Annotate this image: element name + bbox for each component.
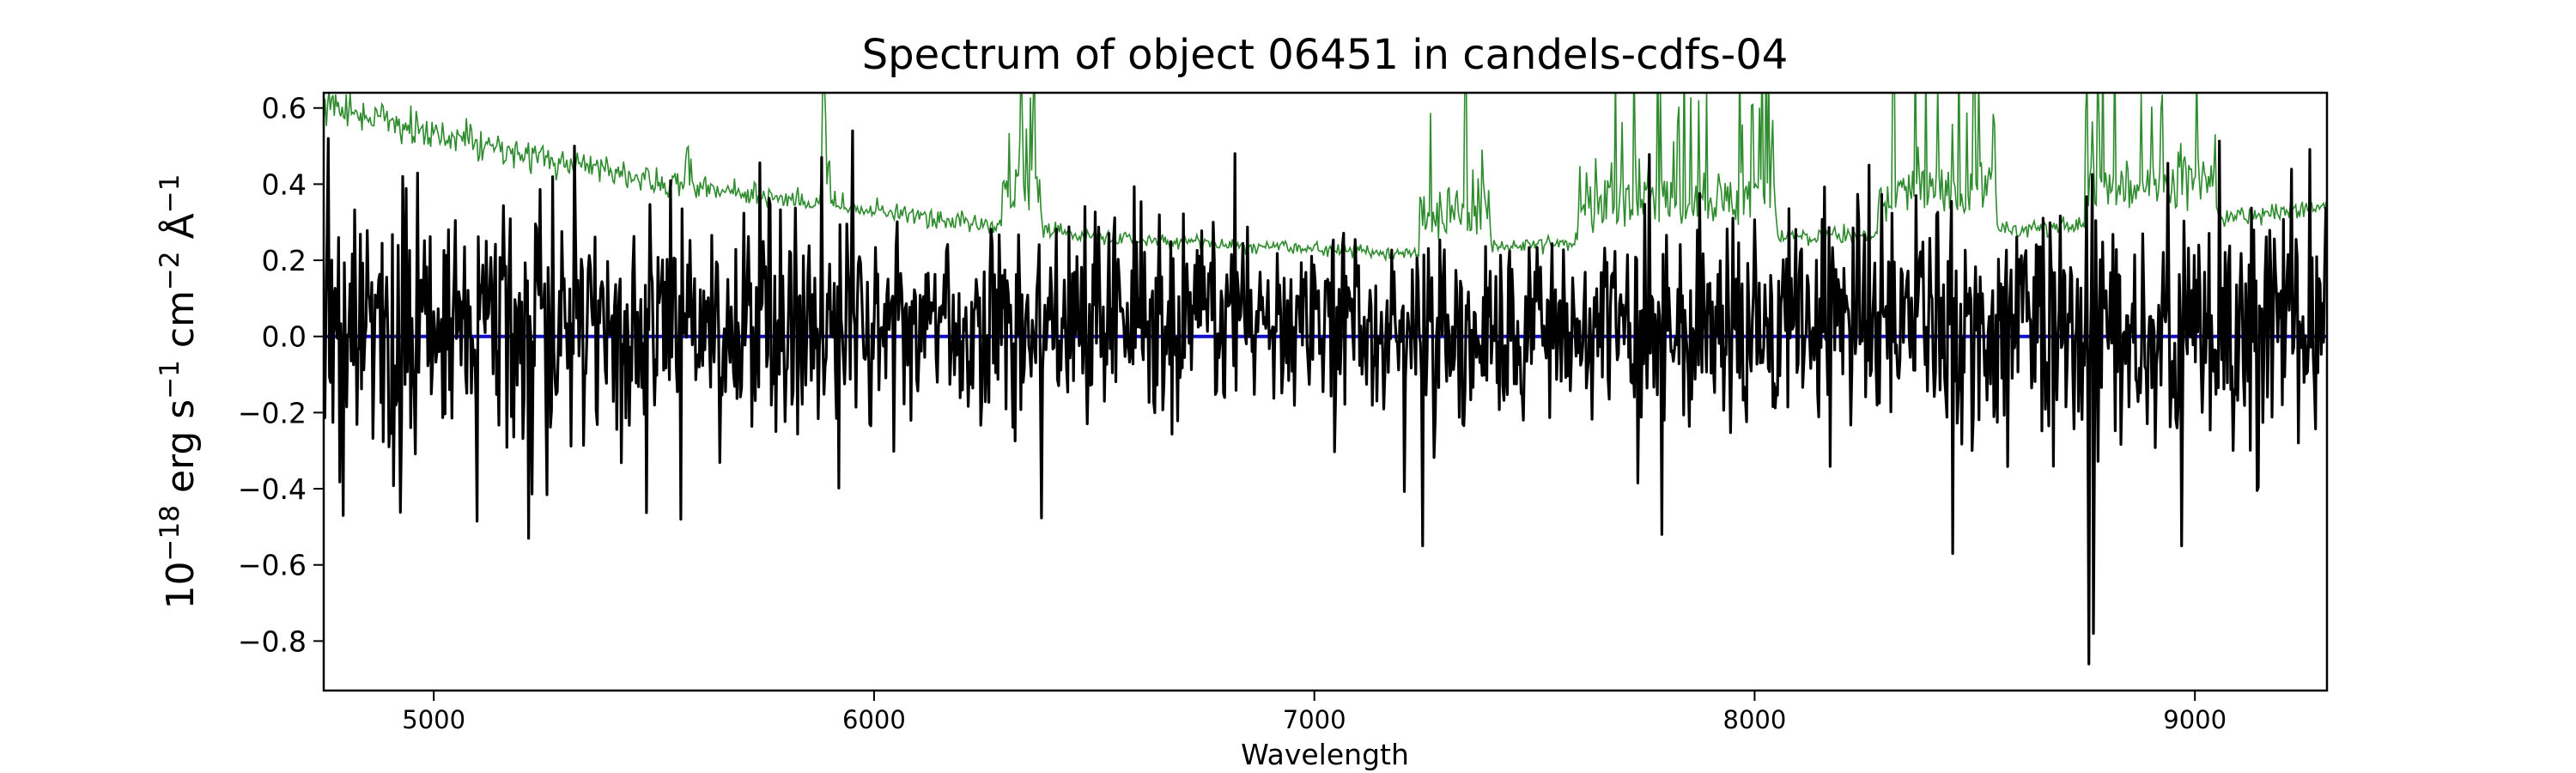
x-tick-label: 9000: [2163, 705, 2227, 734]
x-tick-label: 5000: [402, 705, 465, 734]
y-label-unit2: cm: [159, 290, 203, 360]
y-label-exp3: −2: [155, 251, 185, 290]
y-tick-label: −0.8: [238, 624, 307, 658]
flux-spectrum-line: [324, 129, 2327, 666]
y-tick-label: −0.6: [238, 549, 307, 582]
x-tick-label: 6000: [842, 705, 906, 734]
y-tick-label: 0.4: [262, 167, 307, 201]
x-tick-label: 7000: [1283, 705, 1346, 734]
x-axis-label: Wavelength: [1241, 738, 1409, 771]
error-spectrum-line: [324, 93, 2327, 263]
y-label-unit1: erg s: [159, 399, 203, 505]
y-label-exp1: −18: [155, 505, 185, 561]
x-tick-label: 8000: [1723, 705, 1787, 734]
y-axis: −0.8 −0.6 −0.4 −0.2 0.0 0.2 0.4 0.6: [238, 92, 324, 658]
y-label-unit3: Å: [157, 213, 203, 251]
x-axis: 5000 6000 7000 8000 9000: [402, 691, 2227, 734]
y-label-exp2: −1: [155, 360, 185, 399]
chart-title: Spectrum of object 06451 in candels-cdfs…: [862, 31, 1789, 79]
plot-area: [322, 91, 2329, 692]
y-tick-label: 0.2: [262, 244, 307, 277]
y-label-base: 10: [159, 561, 203, 609]
y-label-exp4: −1: [155, 174, 185, 214]
y-tick-label: −0.2: [238, 396, 307, 429]
y-tick-label: 0.6: [262, 92, 307, 125]
plot-frame: [322, 91, 2329, 692]
y-tick-label: −0.4: [238, 472, 307, 506]
series-layer: [324, 93, 2327, 666]
y-tick-label: 0.0: [262, 320, 307, 354]
y-axis-label: 10−18 erg s−1 cm−2 Å−1: [155, 174, 203, 610]
